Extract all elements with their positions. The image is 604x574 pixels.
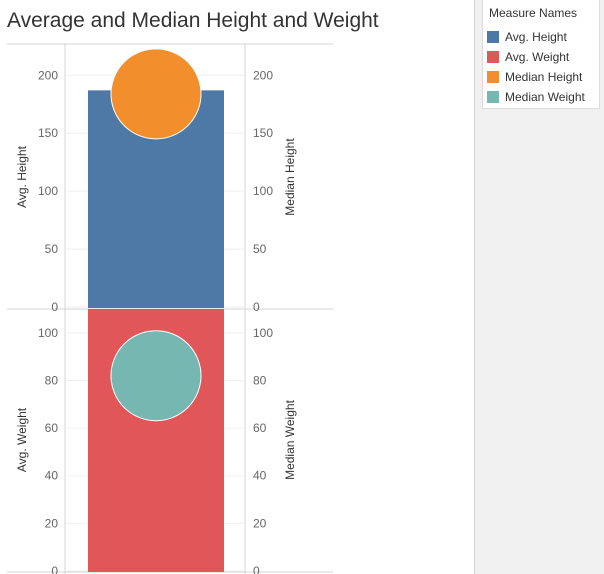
circle-median-height — [110, 48, 202, 140]
right-tick-label: 20 — [253, 516, 267, 530]
legend-label-avg-weight: Avg. Weight — [505, 50, 570, 64]
left-tick-label: 80 — [45, 373, 59, 387]
legend-item-median-height[interactable]: Median Height — [487, 69, 582, 85]
left-tick-label: 100 — [38, 326, 58, 340]
legend-title: Measure Names — [489, 6, 578, 20]
legend-swatch-median-height — [487, 71, 499, 83]
right-tick-label: 200 — [253, 68, 273, 82]
right-tick-label: 100 — [253, 184, 273, 198]
left-tick-label: 50 — [45, 242, 59, 256]
left-tick-label: 100 — [38, 184, 58, 198]
legend-label-median-weight: Median Weight — [505, 90, 585, 104]
legend-item-median-weight[interactable]: Median Weight — [487, 89, 585, 105]
circle-median-weight — [110, 330, 202, 422]
chart-title: Average and Median Height and Weight — [7, 9, 379, 32]
right-side-panel: Measure Names Avg. Height Avg. Weight Me… — [474, 0, 604, 574]
legend-swatch-avg-weight — [487, 51, 499, 63]
left-axis-title: Avg. Height — [15, 145, 29, 207]
right-tick-label: 100 — [253, 326, 273, 340]
left-axis-title: Avg. Weight — [15, 407, 29, 472]
left-tick-label: 40 — [45, 469, 59, 483]
right-axis-title: Median Height — [283, 138, 297, 216]
right-axis-title: Median Weight — [283, 399, 297, 479]
right-tick-label: 80 — [253, 373, 267, 387]
left-tick-label: 0 — [51, 300, 58, 314]
left-tick-label: 150 — [38, 126, 58, 140]
right-tick-label: 150 — [253, 126, 273, 140]
legend: Measure Names Avg. Height Avg. Weight Me… — [482, 0, 600, 109]
left-tick-label: 0 — [51, 564, 58, 574]
left-tick-label: 60 — [45, 421, 59, 435]
legend-label-avg-height: Avg. Height — [505, 30, 567, 44]
legend-swatch-median-weight — [487, 91, 499, 103]
right-tick-label: 40 — [253, 469, 267, 483]
legend-item-avg-height[interactable]: Avg. Height — [487, 29, 567, 45]
left-tick-label: 200 — [38, 68, 58, 82]
right-tick-label: 60 — [253, 421, 267, 435]
right-tick-label: 0 — [253, 564, 260, 574]
legend-label-median-height: Median Height — [505, 70, 583, 84]
legend-swatch-avg-height — [487, 31, 499, 43]
right-tick-label: 50 — [253, 242, 267, 256]
legend-item-avg-weight[interactable]: Avg. Weight — [487, 49, 569, 65]
left-tick-label: 20 — [45, 516, 59, 530]
right-tick-label: 0 — [253, 300, 260, 314]
